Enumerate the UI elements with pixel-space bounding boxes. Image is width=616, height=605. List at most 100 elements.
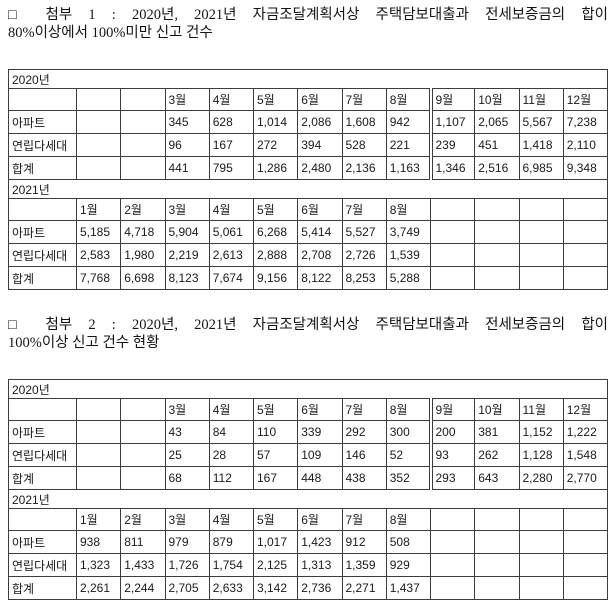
value-cell: 1,539: [385, 243, 432, 267]
value-cell: [474, 243, 520, 267]
value-cell: 4,718: [120, 220, 166, 244]
value-cell: 7,674: [208, 266, 255, 290]
value-cell: 5,904: [164, 220, 210, 244]
value-cell: 1,128: [518, 443, 564, 467]
month-header-cell: 7월: [341, 398, 387, 421]
value-cell: [518, 220, 564, 244]
value-cell: 6,698: [120, 266, 166, 290]
month-header-cell: 3월: [164, 88, 210, 111]
year-row: 2021년: [8, 489, 608, 509]
value-cell: 1,418: [518, 133, 564, 157]
value-cell: 1,548: [562, 443, 609, 467]
value-cell: 109: [297, 443, 343, 467]
value-cell: [120, 133, 166, 157]
value-cell: [429, 243, 476, 267]
row-label-cell: 아파트: [8, 110, 77, 134]
month-header-cell: 2월: [120, 198, 166, 221]
value-cell: 3,749: [385, 220, 432, 244]
month-header-cell: [429, 198, 476, 221]
month-header-cell: 1월: [75, 198, 122, 221]
value-cell: 2,271: [341, 576, 387, 600]
value-cell: 339: [297, 420, 343, 444]
month-header-cell: [518, 198, 564, 221]
month-header-cell: [474, 508, 520, 531]
value-cell: 1,313: [297, 553, 343, 577]
value-cell: 1,359: [341, 553, 387, 577]
value-cell: 8,122: [297, 266, 343, 290]
table-row: 연립다세대 25 28 57 109 146 52 93 262 1,128 1,548: [8, 443, 609, 467]
value-cell: 879: [208, 530, 255, 554]
value-cell: 1,323: [75, 553, 122, 577]
value-cell: [562, 220, 609, 244]
table-row: 합계 441 795 1,286 2,480 2,136 1,163 1,346 2,516 6,…: [8, 156, 609, 180]
value-cell: 2,633: [208, 576, 255, 600]
attachment-2-title: □ 첨부 2 : 2020년, 2021년 자금조달계획서상 주택담보대출과 전…: [8, 316, 608, 352]
value-cell: [75, 133, 122, 157]
month-header-cell: 6월: [297, 88, 343, 111]
table-row: 연립다세대 1,323 1,433 1,726 1,754 2,125 1,313 1,359…: [8, 553, 609, 577]
attachment-1-table: 2020년 3월 4월 5월 6월 7월 8월 9월 10월 11월 12월 아파트 345 628 1,0…: [8, 69, 609, 290]
value-cell: [75, 156, 122, 180]
value-cell: 7,238: [562, 110, 609, 134]
value-cell: 2,065: [474, 110, 520, 134]
month-header-cell: 4월: [208, 508, 255, 531]
table-row: 아파트 345 628 1,014 2,086 1,608 942 1,107 2,065 5,5…: [8, 110, 609, 134]
value-cell: 2,110: [562, 133, 609, 157]
month-header-cell: 7월: [341, 88, 387, 111]
value-cell: 293: [428, 466, 476, 490]
month-header-cell: 11월: [518, 88, 564, 111]
value-cell: 1,423: [297, 530, 343, 554]
value-cell: [562, 553, 609, 577]
value-cell: 942: [385, 110, 432, 134]
year-row: 2020년: [8, 379, 608, 399]
value-cell: [429, 576, 476, 600]
value-cell: 272: [252, 133, 299, 157]
row-label-cell: 연립다세대: [8, 133, 77, 157]
value-cell: 2,613: [208, 243, 255, 267]
row-label-cell: 아파트: [8, 220, 77, 244]
value-cell: 292: [341, 420, 387, 444]
value-cell: 811: [120, 530, 166, 554]
value-cell: 6,268: [252, 220, 299, 244]
value-cell: 2,261: [75, 576, 122, 600]
value-cell: 6,985: [518, 156, 564, 180]
value-cell: 628: [208, 110, 255, 134]
month-header-cell: 5월: [252, 508, 299, 531]
row-label-cell: 합계: [8, 156, 77, 180]
value-cell: 1,346: [428, 156, 476, 180]
attachment-section-1: □ 첨부 1 : 2020년, 2021년 자금조달계획서상 주택담보대출과 전…: [8, 6, 609, 290]
row-label-cell: 연립다세대: [8, 553, 77, 577]
value-cell: [474, 553, 520, 577]
month-header-cell: 11월: [518, 398, 564, 421]
value-cell: [562, 530, 609, 554]
month-header-cell: 6월: [297, 198, 343, 221]
row-label-header-cell: [8, 198, 77, 221]
month-header-cell: 7월: [341, 198, 387, 221]
value-cell: 1,980: [120, 243, 166, 267]
year-label-cell: 2021년: [8, 179, 608, 199]
value-cell: [120, 466, 166, 490]
value-cell: [429, 553, 476, 577]
value-cell: 2,583: [75, 243, 122, 267]
value-cell: 451: [474, 133, 520, 157]
value-cell: 2,516: [474, 156, 520, 180]
month-header-cell: 9월: [428, 398, 476, 421]
value-cell: 929: [385, 553, 432, 577]
month-header-cell: 3월: [164, 398, 210, 421]
year-row: 2020년: [8, 69, 608, 89]
month-header-cell: 8월: [385, 398, 432, 421]
row-label-header-cell: [8, 508, 77, 531]
row-label-cell: 연립다세대: [8, 243, 77, 267]
value-cell: 96: [164, 133, 210, 157]
month-header-row: 1월 2월 3월 4월 5월 6월 7월 8월: [8, 198, 609, 221]
value-cell: [474, 576, 520, 600]
value-cell: 2,244: [120, 576, 166, 600]
value-cell: 1,286: [252, 156, 299, 180]
month-header-cell: [120, 398, 166, 421]
value-cell: 93: [428, 443, 476, 467]
value-cell: 438: [341, 466, 387, 490]
value-cell: 2,480: [297, 156, 343, 180]
value-cell: 1,163: [385, 156, 432, 180]
value-cell: 2,888: [252, 243, 299, 267]
